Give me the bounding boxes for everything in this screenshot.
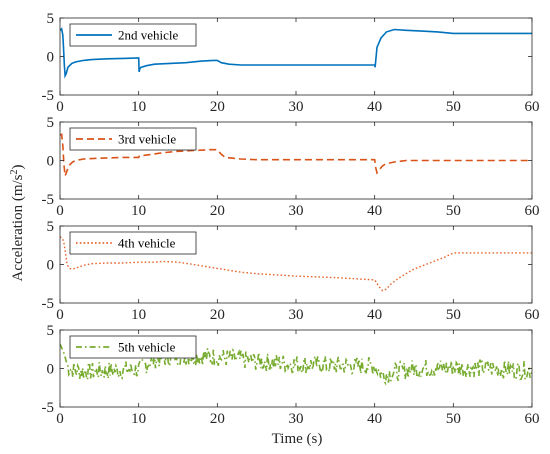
legend-label: 4th vehicle [118,236,176,251]
x-tick-label: 0 [56,411,64,427]
x-tick-label: 20 [210,99,225,115]
series-line-vehicle-4 [60,236,532,292]
series-line-vehicle-5 [60,343,532,386]
x-tick-label: 20 [210,307,225,323]
x-tick-label: 20 [210,203,225,219]
x-tick-label: 40 [367,411,382,427]
x-tick-label: 50 [446,411,461,427]
legend-box [69,23,197,47]
x-tick-label: 60 [525,411,540,427]
y-tick-label: 0 [47,362,55,378]
x-tick-label: 60 [525,99,540,115]
x-tick-label: 50 [446,99,461,115]
x-tick-label: 0 [56,307,64,323]
x-tick-label: 40 [367,99,382,115]
x-tick-label: 30 [289,307,304,323]
x-tick-label: 30 [289,99,304,115]
series-line-vehicle-2 [60,27,532,79]
y-axis-label-superscript: 2 [9,169,20,174]
x-tick-label: 30 [289,203,304,219]
y-axis-label-main: Acceleration (m/s [10,174,26,281]
x-tick-label: 10 [131,411,146,427]
x-tick-label: 20 [210,411,225,427]
x-tick-label: 40 [367,307,382,323]
x-tick-label: 60 [525,203,540,219]
legend-box [69,335,197,359]
y-tick-label: 5 [47,11,55,27]
x-axis-label: Time (s) [272,431,323,447]
legend-label: 3rd vehicle [118,132,176,147]
y-tick-label: -5 [42,192,55,208]
x-tick-label: 0 [56,203,64,219]
legend-box [69,231,197,255]
y-tick-label: -5 [42,296,55,312]
legend-label: 5th vehicle [118,340,176,355]
y-axis-label-end: ) [10,164,26,169]
y-tick-label: 5 [47,115,55,131]
x-tick-label: 0 [56,99,64,115]
y-axis-label: Acceleration (m/s2) [9,164,27,281]
y-tick-label: 5 [47,219,55,235]
x-tick-label: 10 [131,99,146,115]
legend-label: 2nd vehicle [118,28,179,43]
y-tick-label: 0 [47,154,55,170]
y-tick-label: -5 [42,400,55,416]
x-tick-label: 10 [131,203,146,219]
x-tick-label: 30 [289,411,304,427]
series-line-vehicle-3 [60,133,532,177]
y-tick-label: 0 [47,50,55,66]
x-tick-label: 50 [446,203,461,219]
x-tick-label: 40 [367,203,382,219]
y-tick-label: 5 [47,323,55,339]
x-tick-label: 50 [446,307,461,323]
x-tick-label: 60 [525,307,540,323]
y-tick-label: 0 [47,258,55,274]
legend-box [69,127,197,151]
y-tick-label: -5 [42,88,55,104]
x-tick-label: 10 [131,307,146,323]
